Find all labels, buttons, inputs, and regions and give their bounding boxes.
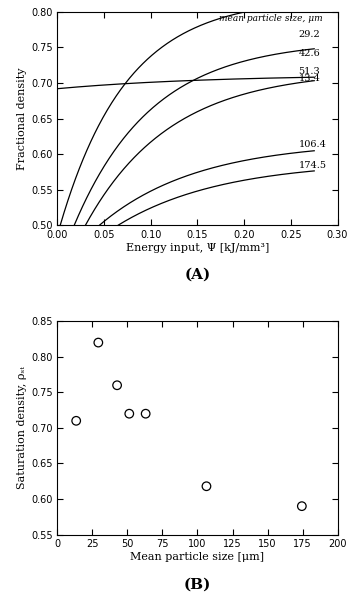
Text: (B): (B) — [184, 577, 211, 591]
Text: 13.4: 13.4 — [298, 74, 320, 83]
Text: (A): (A) — [184, 268, 211, 282]
Text: mean particle size, μm: mean particle size, μm — [219, 14, 322, 23]
Text: 174.5: 174.5 — [298, 161, 326, 170]
Point — [96, 338, 101, 347]
Point — [299, 501, 304, 511]
Text: 42.6: 42.6 — [298, 49, 320, 58]
X-axis label: Energy input, Ψ [kJ/mm³]: Energy input, Ψ [kJ/mm³] — [126, 243, 269, 253]
Y-axis label: Fractional density: Fractional density — [17, 67, 27, 170]
Point — [114, 381, 120, 390]
Point — [204, 482, 209, 491]
X-axis label: Mean particle size [μm]: Mean particle size [μm] — [130, 552, 264, 563]
Text: 106.4: 106.4 — [298, 140, 326, 148]
Point — [126, 409, 132, 418]
Point — [143, 409, 149, 418]
Y-axis label: Saturation density, ρₛₜ: Saturation density, ρₛₜ — [17, 366, 27, 489]
Text: 51.3: 51.3 — [298, 67, 320, 76]
Text: 29.2: 29.2 — [298, 30, 320, 39]
Point — [73, 416, 79, 425]
